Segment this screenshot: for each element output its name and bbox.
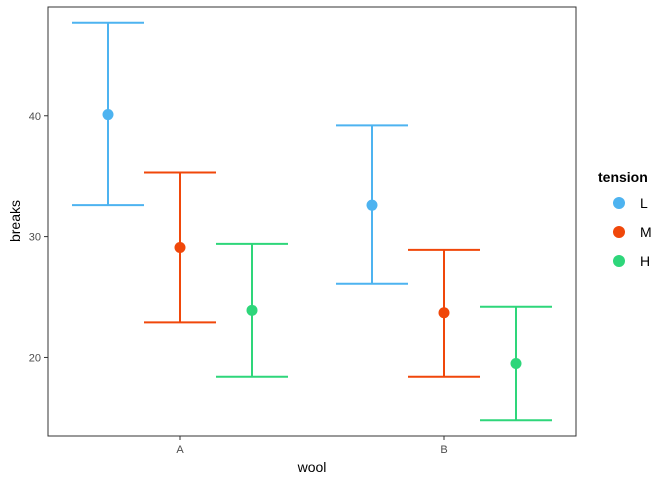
mean-point	[366, 199, 378, 211]
legend: tension LMH	[598, 169, 652, 269]
legend-key	[613, 226, 625, 238]
legend-label: H	[640, 253, 650, 269]
plot-panel	[47, 6, 577, 437]
mean-point	[438, 307, 450, 319]
x-tick-label: B	[440, 444, 447, 456]
errorbar-M-B	[408, 248, 480, 378]
legend-label: L	[640, 195, 648, 211]
y-tick-label: 30	[29, 232, 41, 244]
legend-key	[613, 197, 625, 209]
legend-item-M: M	[613, 224, 652, 240]
y-tick-label: 20	[29, 352, 41, 364]
errorbar-H-A	[216, 242, 288, 378]
errorbar-L-A	[72, 21, 144, 207]
legend-title: tension	[598, 169, 648, 185]
mean-point	[510, 357, 522, 369]
legend-label: M	[640, 224, 652, 240]
x-axis-title: wool	[297, 459, 327, 475]
legend-item-L: L	[613, 195, 648, 211]
mean-point	[102, 109, 114, 121]
y-axis: 20 30 40	[29, 111, 48, 364]
y-tick-label: 40	[29, 111, 41, 123]
legend-item-H: H	[613, 253, 650, 269]
errorbar-L-B	[336, 124, 408, 285]
mean-point	[246, 304, 258, 316]
mean-point	[174, 241, 186, 253]
plot-marks	[72, 21, 552, 422]
errorbar-M-A	[144, 171, 216, 324]
x-tick-label: A	[176, 444, 184, 456]
y-axis-title: breaks	[7, 200, 23, 242]
legend-key	[613, 255, 625, 267]
errorbar-H-B	[480, 305, 552, 422]
